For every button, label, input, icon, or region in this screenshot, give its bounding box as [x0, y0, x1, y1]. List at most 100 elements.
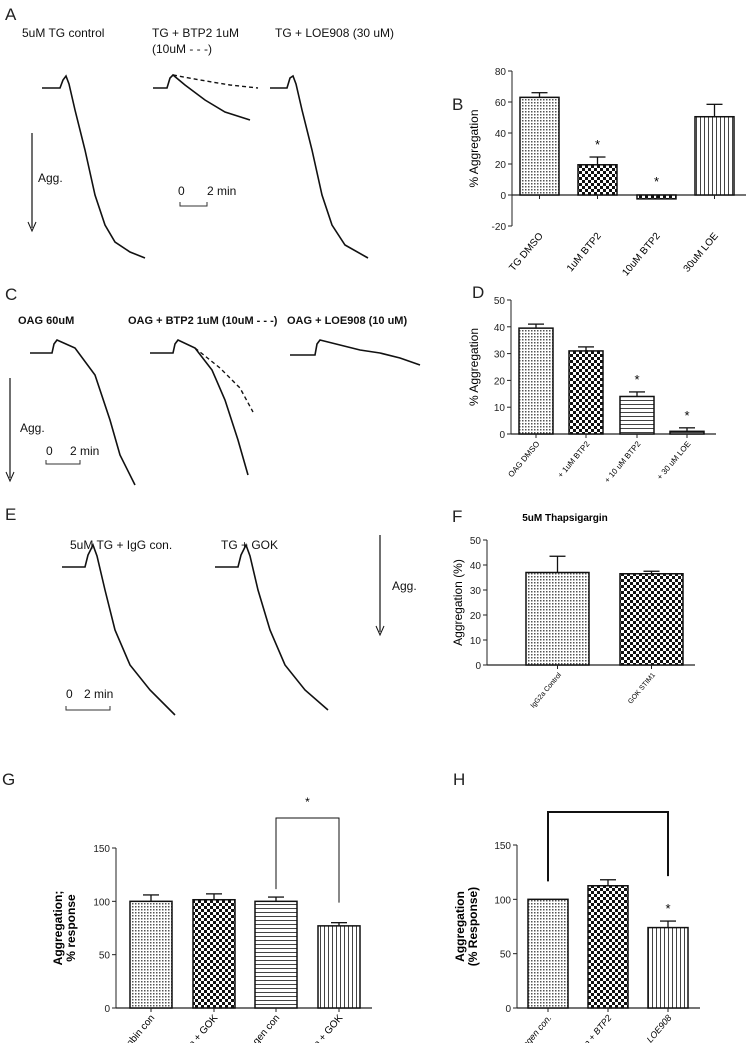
chart-panel-g: G 0 50 100 150 Aggregation;% response thrombin…: [2, 770, 372, 1043]
panel-letter: B: [452, 95, 463, 114]
y-tick-label: 10: [494, 403, 506, 414]
y-tick-label: 50: [99, 951, 111, 962]
y-tick-label: 40: [494, 323, 506, 334]
x-tick-label: thrombin con: [112, 1013, 158, 1043]
y-tick-label: 50: [470, 536, 482, 547]
panel-c: C OAG 60uM OAG + BTP2 1uM (10uM - - -) O…: [5, 285, 421, 486]
bar-charts: B -20 0 20 40 60 80 % Aggregation TG DMSO * 1uM BT…: [2, 67, 746, 1043]
y-axis-label: % response: [64, 894, 78, 962]
bar: [568, 350, 604, 435]
bar: [129, 900, 173, 1009]
x-tick-label: 1uM BTP2: [565, 231, 604, 275]
aggregation-trace: [42, 74, 146, 259]
trace-label: TG + GOK: [221, 538, 278, 552]
x-tick-label: collagen + LOE908: [616, 1013, 673, 1043]
arrow-head-icon: [375, 625, 385, 637]
aggregation-trace: [62, 542, 176, 716]
y-tick-label: -20: [492, 222, 507, 233]
aggregation-trace: [30, 339, 136, 486]
scale-zero: 0: [178, 184, 185, 198]
y-axis-label: Aggregation;: [51, 891, 65, 966]
bar: [519, 96, 560, 196]
agg-label: Agg.: [392, 579, 417, 593]
bar: [254, 900, 298, 1009]
trace-label: OAG + LOE908 (10 uM): [287, 315, 407, 327]
significance-star: *: [595, 137, 600, 152]
agg-label: Agg.: [20, 421, 45, 435]
bar: [619, 395, 655, 435]
x-tick-label: IgG2a Control: [530, 671, 564, 709]
agg-label: Agg.: [38, 171, 63, 185]
x-tick-label: collagen + GOK: [291, 1013, 345, 1043]
x-tick-label: Collagen con: [236, 1013, 282, 1043]
scale-zero: 0: [66, 687, 73, 701]
x-tick-label: 10uM BTP2: [620, 231, 663, 279]
y-tick-label: 100: [93, 897, 110, 908]
trace-label: 5uM TG + IgG con.: [70, 538, 172, 552]
y-tick-label: 60: [495, 98, 507, 109]
panel-a: A 5uM TG control TG + BTP2 1uM (10uM - -…: [5, 5, 394, 259]
x-tick-label: collagen con.: [512, 1013, 554, 1043]
x-tick-label: thrombin + GOK: [165, 1013, 220, 1043]
y-tick-label: 0: [500, 191, 506, 202]
y-tick-label: 20: [470, 611, 482, 622]
arrow-head-icon: [5, 471, 15, 483]
significance-bracket: [547, 811, 669, 882]
panel-letter: A: [5, 5, 17, 24]
x-tick-label: + 30 uM LOE: [655, 440, 692, 482]
aggregation-trace: [215, 542, 329, 711]
y-tick-label: 100: [494, 895, 511, 906]
y-tick-label: 40: [495, 129, 507, 140]
y-tick-label: 0: [505, 1004, 511, 1015]
y-tick-label: 0: [104, 1004, 110, 1015]
y-tick-label: 20: [495, 160, 507, 171]
trace-label: TG + LOE908 (30 uM): [275, 26, 394, 40]
bar: [587, 885, 629, 1009]
panel-letter: D: [472, 283, 484, 302]
chart-panel-h: H 0 50 100 150 Aggregation (% Response) collage…: [453, 770, 700, 1043]
panel-letter: E: [5, 505, 16, 524]
panel-letter: F: [452, 507, 462, 526]
aggregation-trace: [153, 73, 251, 121]
y-tick-label: 30: [470, 586, 482, 597]
x-tick-label: GOK STIM1: [627, 672, 657, 706]
aggregation-trace-dashed: [172, 74, 259, 89]
bar: [619, 573, 684, 666]
aggregation-trace: [270, 74, 369, 259]
bar: [518, 327, 554, 435]
trace-label: TG + BTP2 1uM: [152, 26, 239, 40]
chart-panel-d: D 0 10 20 30 40 50 % Aggregation OAG DMSO + 1uM B…: [467, 283, 716, 485]
significance-star: *: [684, 408, 689, 423]
chart-panel-f: F 5uM Thapsigargin 0 10 20 30 40 50 Aggregation …: [451, 507, 695, 710]
x-tick-label: TG DMSO: [507, 231, 546, 274]
y-tick-label: 80: [495, 67, 507, 78]
trace-label: (10uM - - -): [152, 42, 212, 56]
aggregation-trace: [290, 339, 421, 366]
bar: [525, 571, 590, 666]
y-tick-label: 20: [494, 376, 506, 387]
scale-time: 2 min: [84, 687, 113, 701]
y-axis-label: Aggregation (%): [451, 559, 465, 646]
y-axis-label: Aggregation: [453, 891, 467, 962]
bar: [192, 898, 236, 1009]
scale-time: 2 min: [70, 444, 99, 458]
scale-bar: [65, 706, 111, 711]
scale-bar: [45, 460, 81, 465]
y-axis-label: % Aggregation: [467, 109, 481, 187]
y-axis-label: % Aggregation: [467, 328, 481, 406]
chart-panel-b: B -20 0 20 40 60 80 % Aggregation TG DMSO * 1uM BT…: [452, 67, 746, 278]
scale-bar: [179, 202, 208, 207]
y-tick-label: 50: [494, 296, 506, 307]
significance-star: *: [634, 372, 639, 387]
y-axis-label: (% Response): [466, 887, 480, 966]
significance-bracket: [275, 817, 340, 903]
trace-label: OAG 60uM: [18, 315, 74, 327]
significance-star: *: [654, 174, 659, 189]
aggregation-trace: [150, 338, 249, 476]
y-tick-label: 150: [494, 841, 511, 852]
y-tick-label: 0: [475, 661, 481, 672]
x-tick-label: collagen + BTP2: [563, 1013, 613, 1043]
bar: [647, 926, 689, 1009]
x-tick-label: + 1uM BTP2: [556, 439, 592, 479]
